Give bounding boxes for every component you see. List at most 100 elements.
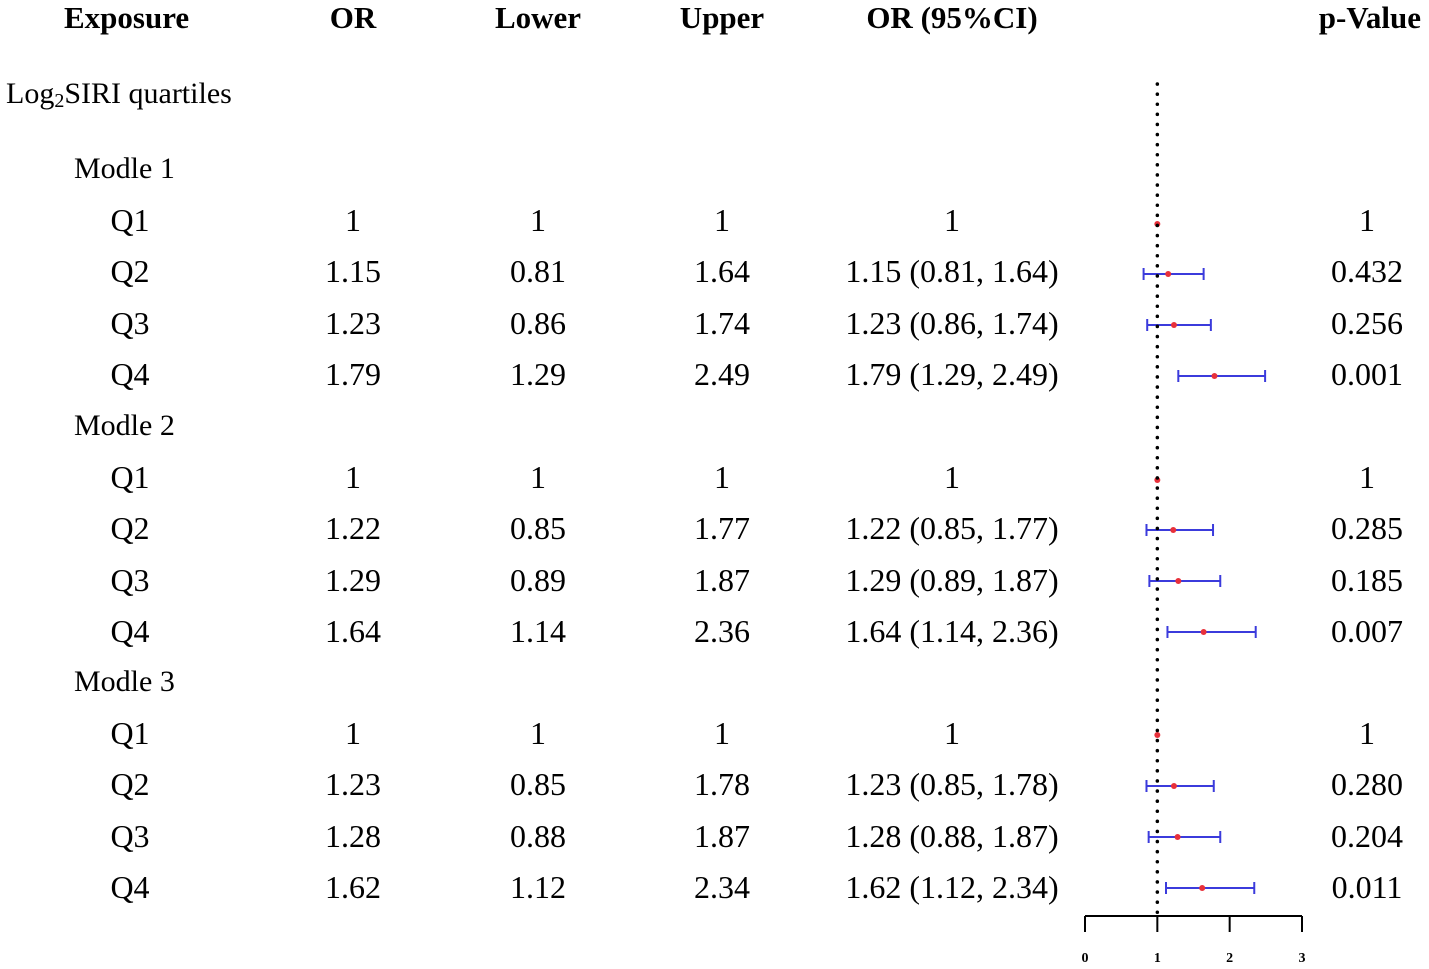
p-value-cell: 0.285 bbox=[1331, 510, 1403, 546]
or-cell: 1.22 bbox=[325, 510, 381, 546]
or-point bbox=[1170, 783, 1177, 789]
or-point bbox=[1175, 578, 1182, 584]
section-title-prefix: Log bbox=[6, 77, 55, 110]
p-value-cell: 0.185 bbox=[1331, 562, 1403, 598]
upper-cell: 1 bbox=[714, 459, 730, 495]
x-tick-label: 3 bbox=[1299, 951, 1306, 966]
or-ci-cell: 1.64 (1.14, 2.36) bbox=[845, 613, 1059, 649]
or-point bbox=[1170, 322, 1177, 328]
quartile-cell: Q1 bbox=[110, 202, 150, 238]
header-lower: Lower bbox=[494, 0, 582, 35]
lower-cell: 1 bbox=[530, 202, 546, 238]
x-tick-label: 2 bbox=[1226, 951, 1233, 966]
or-point bbox=[1174, 834, 1181, 840]
upper-cell: 1.87 bbox=[694, 562, 750, 598]
upper-cell: 1 bbox=[714, 202, 730, 238]
or-ci-cell: 1.23 (0.85, 1.78) bbox=[845, 766, 1059, 802]
x-tick-label: 1 bbox=[1154, 951, 1161, 966]
group-label: Modle 1 bbox=[74, 152, 175, 185]
quartile-cell: Q2 bbox=[110, 253, 150, 289]
or-ci-cell: 1.22 (0.85, 1.77) bbox=[845, 510, 1059, 546]
upper-cell: 1.74 bbox=[694, 305, 750, 341]
p-value-cell: 1 bbox=[1359, 202, 1375, 238]
lower-cell: 1.14 bbox=[510, 613, 566, 649]
p-value-cell: 0.011 bbox=[1331, 869, 1403, 905]
group-label: Modle 3 bbox=[74, 665, 175, 698]
p-value-cell: 0.204 bbox=[1331, 818, 1403, 854]
quartile-cell: Q4 bbox=[110, 869, 150, 905]
upper-cell: 1.87 bbox=[694, 818, 750, 854]
or-point bbox=[1211, 373, 1218, 379]
or-ci-cell: 1.23 (0.86, 1.74) bbox=[845, 305, 1059, 341]
lower-cell: 1 bbox=[530, 459, 546, 495]
or-cell: 1.79 bbox=[325, 356, 381, 392]
upper-cell: 1.77 bbox=[694, 510, 750, 546]
upper-cell: 1.78 bbox=[694, 766, 750, 802]
upper-cell: 2.36 bbox=[694, 613, 750, 649]
lower-cell: 0.88 bbox=[510, 818, 566, 854]
or-ci-cell: 1.29 (0.89, 1.87) bbox=[845, 562, 1059, 598]
header-p-value: p-Value bbox=[1318, 0, 1421, 35]
quartile-cell: Q3 bbox=[110, 818, 150, 854]
p-value-cell: 1 bbox=[1359, 459, 1375, 495]
or-cell: 1.23 bbox=[325, 766, 381, 802]
upper-cell: 1 bbox=[714, 715, 730, 751]
or-cell: 1 bbox=[345, 715, 361, 751]
upper-cell: 1.64 bbox=[694, 253, 750, 289]
lower-cell: 0.89 bbox=[510, 562, 566, 598]
quartile-cell: Q1 bbox=[110, 715, 150, 751]
lower-cell: 0.81 bbox=[510, 253, 566, 289]
p-value-cell: 1 bbox=[1359, 715, 1375, 751]
or-ci-cell: 1.15 (0.81, 1.64) bbox=[845, 253, 1059, 289]
quartile-cell: Q2 bbox=[110, 766, 150, 802]
section-title: Log2SIRI quartiles bbox=[6, 76, 232, 119]
or-cell: 1 bbox=[345, 459, 361, 495]
or-cell: 1.64 bbox=[325, 613, 381, 649]
or-cell: 1 bbox=[345, 202, 361, 238]
upper-cell: 2.49 bbox=[694, 356, 750, 392]
header-or: OR bbox=[329, 0, 377, 35]
or-ci-cell: 1 bbox=[944, 202, 960, 238]
section-title-rest: SIRI quartiles bbox=[64, 77, 232, 110]
or-cell: 1.15 bbox=[325, 253, 381, 289]
p-value-cell: 0.007 bbox=[1331, 613, 1403, 649]
quartile-cell: Q3 bbox=[110, 562, 150, 598]
x-tick-label: 0 bbox=[1082, 951, 1089, 966]
lower-cell: 1 bbox=[530, 715, 546, 751]
section-title-subscript: 2 bbox=[54, 90, 65, 112]
p-value-cell: 0.280 bbox=[1331, 766, 1403, 802]
or-point bbox=[1199, 885, 1206, 891]
or-cell: 1.29 bbox=[325, 562, 381, 598]
or-cell: 1.23 bbox=[325, 305, 381, 341]
header-exposure: Exposure bbox=[64, 0, 190, 35]
quartile-cell: Q1 bbox=[110, 459, 150, 495]
lower-cell: 0.85 bbox=[510, 766, 566, 802]
or-ci-cell: 1.79 (1.29, 2.49) bbox=[845, 356, 1059, 392]
p-value-cell: 0.256 bbox=[1331, 305, 1403, 341]
group-label: Modle 2 bbox=[74, 409, 175, 442]
upper-cell: 2.34 bbox=[694, 869, 750, 905]
or-ci-cell: 1.28 (0.88, 1.87) bbox=[845, 818, 1059, 854]
quartile-cell: Q2 bbox=[110, 510, 150, 546]
or-cell: 1.28 bbox=[325, 818, 381, 854]
or-point bbox=[1200, 629, 1207, 635]
header-upper: Upper bbox=[679, 0, 765, 35]
lower-cell: 0.85 bbox=[510, 510, 566, 546]
lower-cell: 1.29 bbox=[510, 356, 566, 392]
p-value-cell: 0.432 bbox=[1331, 253, 1403, 289]
or-cell: 1.62 bbox=[325, 869, 381, 905]
quartile-cell: Q3 bbox=[110, 305, 150, 341]
quartile-cell: Q4 bbox=[110, 613, 150, 649]
or-ci-cell: 1 bbox=[944, 459, 960, 495]
quartile-cell: Q4 bbox=[110, 356, 150, 392]
or-point bbox=[1170, 527, 1177, 533]
header-or-ci: OR (95%CI) bbox=[866, 0, 1038, 35]
p-value-cell: 0.001 bbox=[1331, 356, 1403, 392]
or-point bbox=[1154, 732, 1161, 738]
or-ci-cell: 1.62 (1.12, 2.34) bbox=[845, 869, 1059, 905]
or-ci-cell: 1 bbox=[944, 715, 960, 751]
or-point bbox=[1165, 271, 1172, 277]
lower-cell: 0.86 bbox=[510, 305, 566, 341]
lower-cell: 1.12 bbox=[510, 869, 566, 905]
